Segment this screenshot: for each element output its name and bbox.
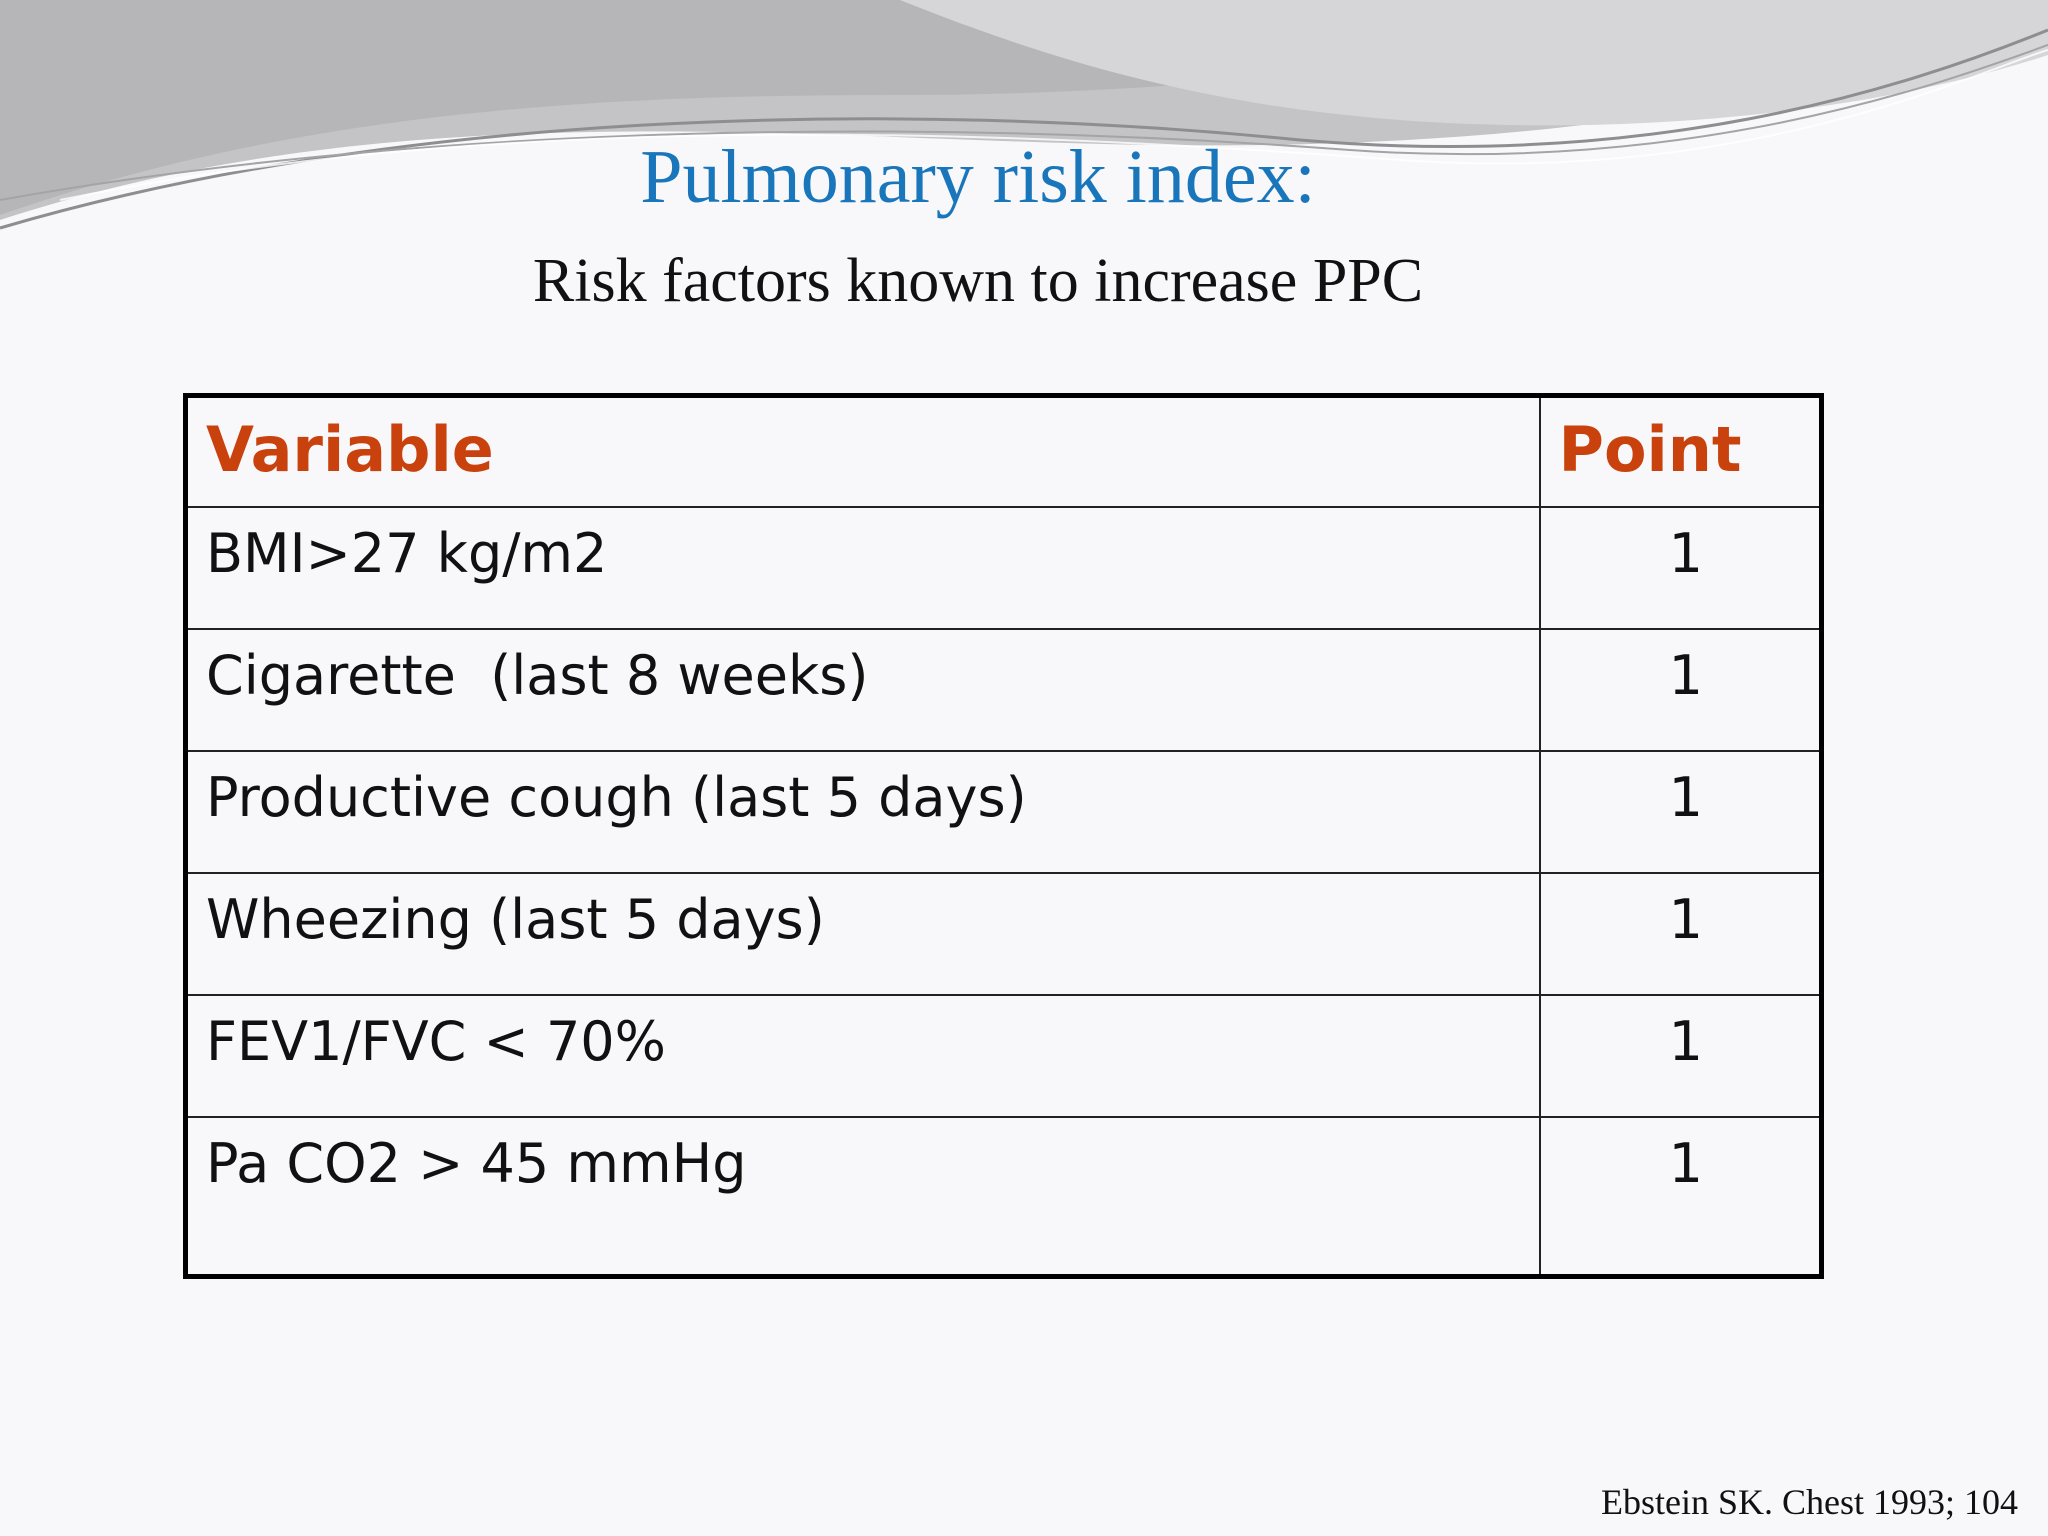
slide-title: Pulmonary risk index:	[640, 135, 1316, 219]
point-cell: 1	[1538, 750, 1823, 874]
point-cell: 1	[1538, 872, 1823, 996]
header-variable: Variable	[184, 394, 1541, 508]
citation: Ebstein SK. Chest 1993; 104	[1600, 1482, 2018, 1522]
header-point: Point	[1538, 394, 1823, 508]
point-cell: 1	[1538, 628, 1823, 752]
table-row: Cigarette (last 8 weeks) 1	[184, 628, 1823, 752]
variable-cell: Cigarette (last 8 weeks)	[184, 628, 1541, 752]
variable-cell: BMI>27 kg/m2	[184, 506, 1541, 630]
variable-cell: Pa CO2 > 45 mmHg	[184, 1116, 1541, 1278]
slide-subtitle: Risk factors known to increase PPC	[532, 247, 1424, 315]
variable-cell: Productive cough (last 5 days)	[184, 750, 1541, 874]
risk-factor-table: Variable Point BMI>27 kg/m2 1 Cigarette …	[183, 393, 1824, 1279]
table-row: Pa CO2 > 45 mmHg 1	[184, 1116, 1823, 1278]
point-cell: 1	[1538, 506, 1823, 630]
table-row: FEV1/FVC < 70% 1	[184, 994, 1823, 1118]
table-row: Productive cough (last 5 days) 1	[184, 750, 1823, 874]
point-cell: 1	[1538, 1116, 1823, 1278]
variable-cell: Wheezing (last 5 days)	[184, 872, 1541, 996]
decorative-swoosh	[0, 0, 2048, 230]
variable-cell: FEV1/FVC < 70%	[184, 994, 1541, 1118]
table-row: Wheezing (last 5 days) 1	[184, 872, 1823, 996]
table-header-row: Variable Point	[184, 394, 1823, 508]
point-cell: 1	[1538, 994, 1823, 1118]
table-row: BMI>27 kg/m2 1	[184, 506, 1823, 630]
